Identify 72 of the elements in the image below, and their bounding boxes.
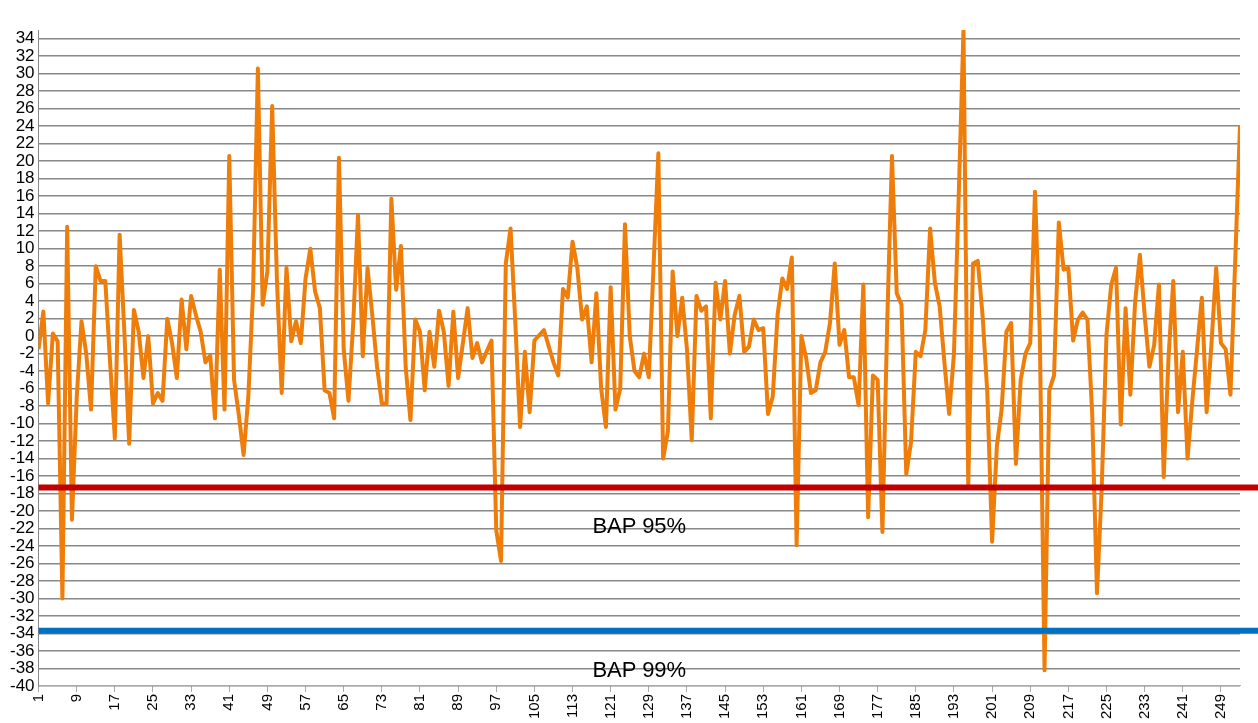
x-tick-label: 49 xyxy=(257,693,275,711)
x-tick-label: 169 xyxy=(829,693,847,719)
y-tick-label: -4 xyxy=(19,360,35,380)
y-tick-label: -12 xyxy=(9,430,35,450)
y-tick-label: 8 xyxy=(25,255,35,275)
y-tick-label: -20 xyxy=(9,500,35,520)
x-tick-label: 153 xyxy=(753,693,771,719)
y-tick-label: -32 xyxy=(9,605,35,625)
y-tick-label: -40 xyxy=(9,675,35,695)
x-tick-label: 137 xyxy=(677,693,695,719)
ref-line-label: BAP 99% xyxy=(592,656,687,682)
y-tick-label: 10 xyxy=(15,238,35,258)
y-tick-label: -2 xyxy=(19,343,35,363)
y-tick-label: -6 xyxy=(19,378,35,398)
x-tick-label: 201 xyxy=(982,693,1000,719)
ref-line-label: BAP 95% xyxy=(592,513,687,539)
y-tick-label: 18 xyxy=(15,168,35,188)
y-tick-label: -16 xyxy=(9,465,35,485)
x-tick-label: 241 xyxy=(1172,693,1190,719)
y-tick-label: 22 xyxy=(15,133,35,153)
x-tick-label: 1 xyxy=(28,693,46,703)
y-tick-label: 6 xyxy=(25,273,35,293)
y-tick-label: 14 xyxy=(15,203,35,223)
x-tick-label: 249 xyxy=(1211,693,1229,719)
x-tick-label: 161 xyxy=(791,693,809,719)
y-tick-label: -26 xyxy=(9,553,35,573)
x-tick-label: 89 xyxy=(448,693,466,711)
x-tick-label: 185 xyxy=(905,693,923,719)
x-tick-label: 209 xyxy=(1020,693,1038,719)
x-tick-label: 145 xyxy=(715,693,733,719)
y-tick-label: -34 xyxy=(9,623,35,643)
y-tick-label: -38 xyxy=(9,658,35,678)
x-tick-label: 65 xyxy=(333,693,351,711)
y-tick-label: 24 xyxy=(15,115,35,135)
x-tick-label: 177 xyxy=(867,693,885,719)
x-tick-label: 217 xyxy=(1058,693,1076,719)
y-tick-label: 4 xyxy=(25,290,35,310)
x-tick-label: 233 xyxy=(1134,693,1152,719)
x-tick-label: 225 xyxy=(1096,693,1114,719)
x-tick-label: 57 xyxy=(295,693,313,711)
x-tick-label: 121 xyxy=(600,693,618,719)
y-tick-label: 32 xyxy=(15,45,35,65)
x-tick-label: 33 xyxy=(181,693,199,711)
y-tick-label: 0 xyxy=(25,325,35,345)
y-tick-label: -28 xyxy=(9,570,35,590)
y-tick-label: 2 xyxy=(25,308,35,328)
y-tick-label: -24 xyxy=(9,535,35,555)
y-tick-label: -8 xyxy=(19,395,35,415)
x-tick-label: 193 xyxy=(944,693,962,719)
y-tick-label: 16 xyxy=(15,185,35,205)
y-tick-label: 28 xyxy=(15,80,35,100)
y-tick-label: -36 xyxy=(9,640,35,660)
y-tick-label: 30 xyxy=(15,63,35,83)
x-tick-label: 73 xyxy=(371,693,389,711)
y-tick-label: -14 xyxy=(9,448,35,468)
y-tick-label: -22 xyxy=(9,518,35,538)
y-tick-label: 26 xyxy=(15,98,35,118)
y-tick-label: -18 xyxy=(9,483,35,503)
y-tick-label: -10 xyxy=(9,413,35,433)
x-tick-label: 25 xyxy=(143,693,161,711)
x-tick-label: 9 xyxy=(66,693,84,703)
y-tick-label: 12 xyxy=(15,220,35,240)
y-tick-label: 20 xyxy=(15,150,35,170)
x-tick-label: 41 xyxy=(219,693,237,711)
y-tick-label: -30 xyxy=(9,588,35,608)
x-tick-label: 129 xyxy=(638,693,656,719)
x-tick-label: 17 xyxy=(104,693,122,711)
x-tick-label: 105 xyxy=(524,693,542,719)
y-tick-label: 34 xyxy=(15,28,35,48)
x-tick-label: 81 xyxy=(410,693,428,711)
x-tick-label: 113 xyxy=(562,693,580,718)
x-tick-label: 97 xyxy=(486,693,504,711)
